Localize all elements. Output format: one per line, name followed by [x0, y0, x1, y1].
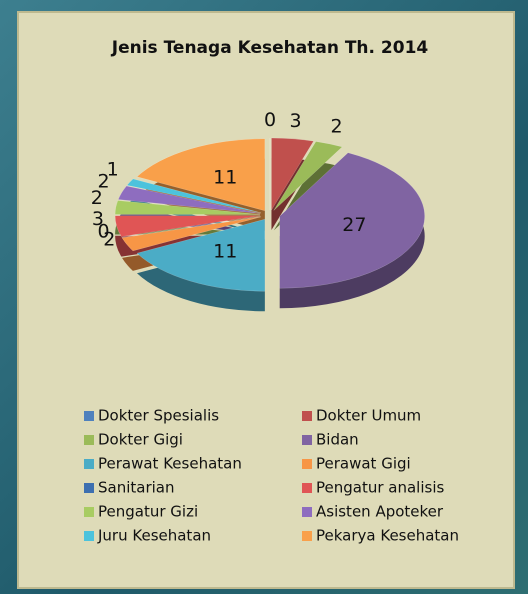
pie-slice	[271, 137, 314, 211]
data-label: 0	[264, 109, 276, 131]
legend-label: Perawat Gigi	[316, 455, 411, 473]
data-label: 2	[103, 229, 115, 251]
data-label: 2	[331, 116, 343, 138]
legend-swatch	[302, 507, 312, 517]
legend-label: Pengatur analisis	[316, 479, 444, 497]
legend-swatch	[302, 531, 312, 541]
pie-slice	[136, 218, 266, 292]
chart-title: Jenis Tenaga Kesehatan Th. 2014	[111, 38, 429, 58]
pie-slice	[117, 185, 261, 214]
legend-label: Perawat Kesehatan	[98, 455, 242, 473]
legend-label: Dokter Gigi	[98, 431, 183, 449]
pie-slice	[126, 178, 262, 214]
legend-label: Juru Kesehatan	[97, 527, 211, 545]
legend-label: Asisten Apoteker	[316, 503, 444, 521]
data-label: 11	[213, 166, 237, 188]
legend-swatch	[302, 411, 312, 421]
pie-slice	[273, 141, 343, 211]
data-label: 2	[97, 170, 109, 192]
legend-label: Dokter Umum	[316, 407, 421, 425]
pie-slice	[121, 216, 261, 252]
legend-label: Bidan	[316, 431, 359, 449]
data-label: 0	[97, 221, 109, 243]
legend-swatch	[302, 483, 312, 493]
legend-label: Sanitarian	[98, 479, 175, 497]
legend-label: Dokter Spesialis	[98, 407, 219, 425]
pie-slice	[114, 215, 261, 237]
chart-panel	[17, 11, 515, 589]
data-label: 3	[289, 110, 301, 132]
data-label: 27	[342, 214, 366, 236]
legend-swatch	[84, 483, 94, 493]
legend-label: Pengatur Gizi	[98, 503, 198, 521]
data-label: 2	[91, 187, 103, 209]
legend-swatch	[84, 507, 94, 517]
legend-swatch	[84, 459, 94, 469]
legend-label: Pekarya Kesehatan	[316, 527, 459, 545]
data-label: 11	[213, 241, 237, 263]
pie-slice	[136, 138, 266, 212]
data-label: 3	[92, 208, 104, 230]
legend-swatch	[84, 411, 94, 421]
legend-swatch	[302, 459, 312, 469]
pie-slice	[279, 152, 425, 289]
legend-swatch	[302, 435, 312, 445]
data-label: 1	[107, 159, 119, 181]
legend-swatch	[84, 435, 94, 445]
legend-swatch	[84, 531, 94, 541]
pie-slice	[114, 200, 261, 215]
